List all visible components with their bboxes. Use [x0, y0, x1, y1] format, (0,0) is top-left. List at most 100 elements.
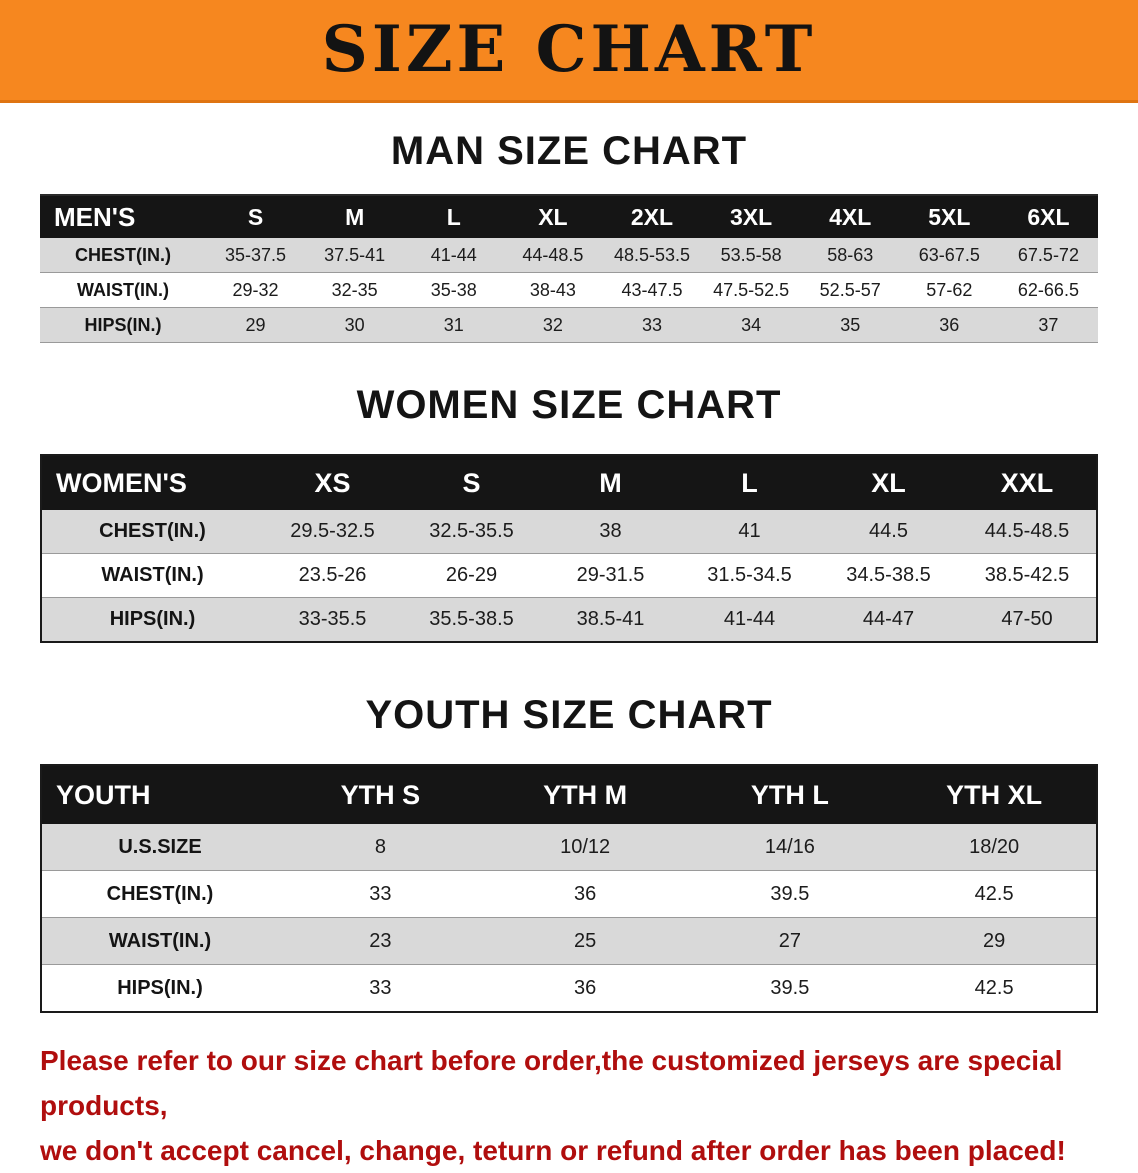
- size-header-cell: XL: [819, 455, 958, 510]
- size-value-cell: 67.5-72: [998, 238, 1098, 273]
- size-value-cell: 36: [482, 870, 688, 918]
- size-value-cell: 33: [278, 964, 483, 1013]
- row-label-cell: HIPS(IN.): [41, 964, 278, 1013]
- size-value-cell: 44-47: [819, 597, 958, 643]
- size-header-cell: 3XL: [701, 195, 801, 238]
- size-header-cell: S: [402, 455, 541, 510]
- size-value-cell: 29-31.5: [541, 553, 680, 598]
- size-value-cell: 32.5-35.5: [402, 510, 541, 554]
- size-header-cell: M: [305, 195, 405, 238]
- size-value-cell: 32: [503, 307, 603, 343]
- table-row: HIPS(IN.) 29 30 31 32 33 34 35 36 37: [40, 307, 1098, 343]
- size-header-cell: 4XL: [800, 195, 900, 238]
- size-value-cell: 44.5: [819, 510, 958, 554]
- size-value-cell: 47.5-52.5: [701, 272, 801, 308]
- row-label-cell: WAIST(IN.): [40, 272, 206, 308]
- size-value-cell: 32-35: [305, 272, 405, 308]
- row-label-cell: CHEST(IN.): [41, 510, 263, 554]
- size-value-cell: 41-44: [680, 597, 819, 643]
- table-row: WAIST(IN.) 29-32 32-35 35-38 38-43 43-47.5 47.…: [40, 272, 1098, 308]
- table-title-cell: YOUTH: [41, 765, 278, 824]
- size-value-cell: 35-37.5: [206, 238, 306, 273]
- size-header-cell: YTH XL: [892, 765, 1097, 824]
- women-size-section: WOMEN SIZE CHART WOMEN'S XS S M L XL XXL CHEST(…: [0, 383, 1138, 643]
- size-value-cell: 39.5: [687, 964, 893, 1013]
- disclaimer-note: Please refer to our size chart before or…: [40, 1039, 1100, 1173]
- size-header-cell: M: [541, 455, 680, 510]
- size-value-cell: 34.5-38.5: [819, 553, 958, 598]
- table-title-cell: MEN'S: [40, 195, 206, 238]
- table-row: U.S.SIZE 8 10/12 14/16 18/20: [41, 824, 1097, 871]
- size-value-cell: 57-62: [899, 272, 999, 308]
- size-header-cell: 2XL: [602, 195, 702, 238]
- table-row: WAIST(IN.) 23.5-26 26-29 29-31.5 31.5-34.5 34…: [41, 553, 1097, 598]
- table-row: WAIST(IN.) 23 25 27 29: [41, 917, 1097, 965]
- size-value-cell: 23: [278, 917, 483, 965]
- size-header-cell: XXL: [958, 455, 1097, 510]
- size-value-cell: 58-63: [800, 238, 900, 273]
- size-value-cell: 29.5-32.5: [263, 510, 402, 554]
- women-size-table: WOMEN'S XS S M L XL XXL CHEST(IN.) 29.5-32.5 32.5…: [40, 454, 1098, 643]
- size-value-cell: 37: [998, 307, 1098, 343]
- table-row: HIPS(IN.) 33-35.5 35.5-38.5 38.5-41 41-44 44-…: [41, 597, 1097, 643]
- size-value-cell: 33-35.5: [263, 597, 402, 643]
- title-banner: SIZE CHART: [0, 0, 1138, 103]
- table-row: HIPS(IN.) 33 36 39.5 42.5: [41, 964, 1097, 1013]
- size-value-cell: 25: [482, 917, 688, 965]
- row-label-cell: HIPS(IN.): [41, 597, 263, 643]
- men-section-heading: MAN SIZE CHART: [390, 129, 748, 173]
- size-value-cell: 34: [701, 307, 801, 343]
- table-title-cell: WOMEN'S: [41, 455, 263, 510]
- size-value-cell: 35: [800, 307, 900, 343]
- size-value-cell: 33: [278, 870, 483, 918]
- size-value-cell: 33: [602, 307, 702, 343]
- size-value-cell: 42.5: [892, 964, 1097, 1013]
- size-header-row: YOUTH YTH S YTH M YTH L YTH XL: [41, 765, 1097, 824]
- size-value-cell: 30: [305, 307, 405, 343]
- size-value-cell: 35-38: [404, 272, 504, 308]
- men-size-section: MAN SIZE CHART MEN'S S M L XL 2XL 3XL 4XL 5XL 6XL…: [0, 129, 1138, 343]
- table-row: CHEST(IN.) 35-37.5 37.5-41 41-44 44-48.5 48.5…: [40, 238, 1098, 273]
- size-value-cell: 29: [892, 917, 1097, 965]
- size-header-cell: XS: [263, 455, 402, 510]
- size-value-cell: 47-50: [958, 597, 1097, 643]
- size-value-cell: 48.5-53.5: [602, 238, 702, 273]
- size-header-cell: 5XL: [899, 195, 999, 238]
- size-value-cell: 36: [899, 307, 999, 343]
- size-header-cell: 6XL: [998, 195, 1098, 238]
- size-value-cell: 23.5-26: [263, 553, 402, 598]
- table-row: CHEST(IN.) 29.5-32.5 32.5-35.5 38 41 44.5 44.5…: [41, 510, 1097, 554]
- size-value-cell: 35.5-38.5: [402, 597, 541, 643]
- youth-section-heading: YOUTH SIZE CHART: [365, 693, 773, 737]
- row-label-cell: U.S.SIZE: [41, 824, 278, 871]
- size-header-cell: L: [680, 455, 819, 510]
- size-value-cell: 36: [482, 964, 688, 1013]
- size-value-cell: 38.5-41: [541, 597, 680, 643]
- size-value-cell: 10/12: [482, 824, 688, 871]
- size-value-cell: 37.5-41: [305, 238, 405, 273]
- size-value-cell: 43-47.5: [602, 272, 702, 308]
- disclaimer-line-2: we don't accept cancel, change, teturn o…: [40, 1134, 1066, 1166]
- size-value-cell: 52.5-57: [800, 272, 900, 308]
- size-value-cell: 26-29: [402, 553, 541, 598]
- row-label-cell: CHEST(IN.): [40, 238, 206, 273]
- size-value-cell: 29-32: [206, 272, 306, 308]
- disclaimer-line-1: Please refer to our size chart before or…: [40, 1045, 1063, 1121]
- size-value-cell: 38.5-42.5: [958, 553, 1097, 598]
- page-title: SIZE CHART: [321, 12, 817, 87]
- size-value-cell: 38: [541, 510, 680, 554]
- size-value-cell: 44-48.5: [503, 238, 603, 273]
- row-label-cell: WAIST(IN.): [41, 917, 278, 965]
- size-value-cell: 8: [278, 824, 483, 871]
- size-header-cell: YTH S: [278, 765, 483, 824]
- size-value-cell: 63-67.5: [899, 238, 999, 273]
- size-value-cell: 44.5-48.5: [958, 510, 1097, 554]
- size-value-cell: 41: [680, 510, 819, 554]
- men-size-table: MEN'S S M L XL 2XL 3XL 4XL 5XL 6XL CHEST(IN.) 35-37…: [40, 194, 1098, 343]
- size-header-cell: S: [206, 195, 306, 238]
- size-value-cell: 42.5: [892, 870, 1097, 918]
- size-header-row: WOMEN'S XS S M L XL XXL: [41, 455, 1097, 510]
- size-header-cell: L: [404, 195, 504, 238]
- youth-size-table: YOUTH YTH S YTH M YTH L YTH XL U.S.SIZE 8 10/12…: [40, 764, 1098, 1013]
